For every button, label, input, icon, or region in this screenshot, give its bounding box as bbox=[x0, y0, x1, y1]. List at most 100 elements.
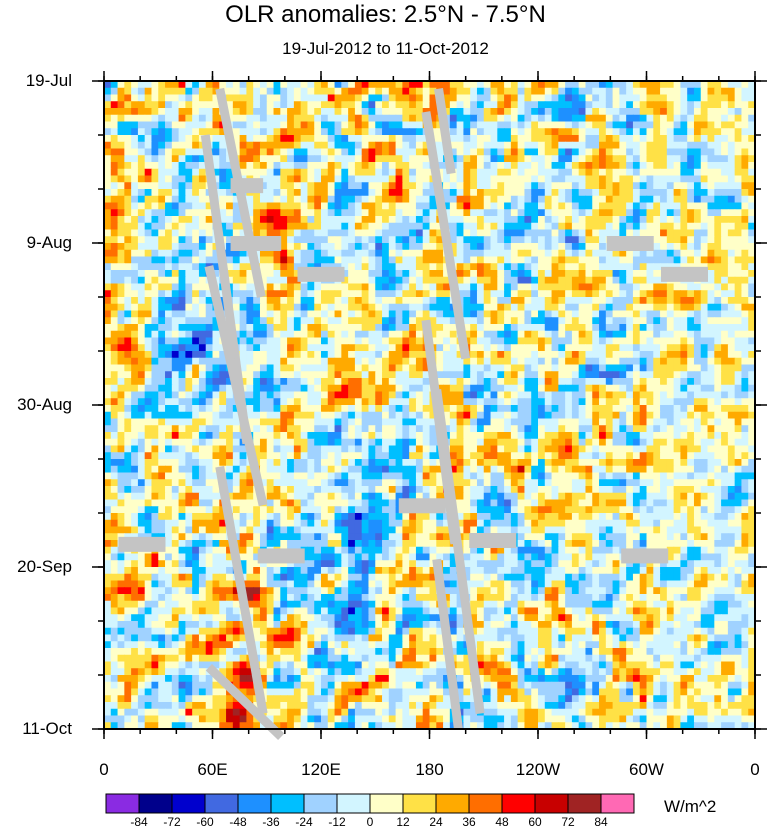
field-cell bbox=[592, 243, 600, 251]
field-cell bbox=[273, 398, 281, 406]
field-cell bbox=[666, 297, 675, 305]
field-cell bbox=[558, 135, 566, 143]
field-cell bbox=[612, 378, 620, 386]
field-cell bbox=[273, 94, 281, 102]
field-cell bbox=[354, 418, 363, 426]
field-cell bbox=[632, 256, 641, 264]
field-cell bbox=[409, 297, 417, 305]
field-cell bbox=[232, 290, 241, 298]
field-cell bbox=[280, 391, 288, 399]
field-cell bbox=[171, 168, 180, 177]
field-cell bbox=[124, 216, 132, 224]
field-cell bbox=[205, 337, 214, 345]
field-cell bbox=[395, 371, 403, 379]
field-cell bbox=[341, 148, 349, 156]
field-cell bbox=[246, 411, 254, 420]
field-cell bbox=[673, 330, 682, 339]
field-cell bbox=[673, 236, 682, 244]
field-cell bbox=[714, 236, 722, 244]
field-cell bbox=[341, 182, 349, 190]
field-cell bbox=[104, 256, 112, 264]
field-cell bbox=[354, 317, 363, 325]
field-cell bbox=[314, 337, 322, 345]
field-cell bbox=[544, 418, 553, 426]
field-cell bbox=[137, 182, 146, 190]
field-cell bbox=[158, 391, 166, 399]
field-cell bbox=[409, 249, 417, 258]
field-cell bbox=[253, 310, 261, 318]
field-cell bbox=[321, 236, 329, 244]
field-cell bbox=[212, 168, 220, 177]
field-cell bbox=[687, 297, 695, 305]
field-cell bbox=[619, 425, 627, 433]
field-cell bbox=[395, 290, 403, 298]
field-cell bbox=[626, 297, 634, 305]
field-cell bbox=[239, 330, 248, 339]
field-cell bbox=[456, 405, 465, 413]
field-cell bbox=[348, 425, 356, 433]
field-cell bbox=[293, 324, 302, 332]
field-cell bbox=[246, 317, 254, 325]
field-cell bbox=[354, 330, 363, 339]
field-cell bbox=[497, 87, 505, 96]
field-cell bbox=[409, 209, 417, 217]
field-cell bbox=[700, 290, 709, 298]
field-cell bbox=[327, 411, 336, 420]
field-cell bbox=[449, 337, 458, 345]
field-cell bbox=[544, 384, 553, 393]
field-cell bbox=[409, 290, 417, 298]
field-cell bbox=[626, 357, 634, 366]
field-cell bbox=[110, 189, 119, 197]
field-cell bbox=[395, 276, 403, 285]
field-cell bbox=[558, 243, 566, 251]
field-cell bbox=[660, 216, 668, 224]
field-cell bbox=[388, 357, 397, 366]
field-cell bbox=[693, 182, 702, 190]
field-cell bbox=[382, 236, 390, 244]
field-cell bbox=[415, 168, 424, 177]
field-cell bbox=[721, 337, 729, 345]
field-cell bbox=[632, 270, 641, 278]
field-cell bbox=[693, 256, 702, 264]
field-cell bbox=[632, 81, 641, 89]
field-cell bbox=[510, 391, 519, 399]
field-cell bbox=[592, 398, 600, 406]
field-cell bbox=[619, 290, 627, 298]
field-cell bbox=[680, 229, 688, 237]
field-cell bbox=[334, 351, 342, 359]
field-cell bbox=[321, 222, 329, 231]
field-cell bbox=[192, 270, 200, 278]
field-cell bbox=[639, 310, 648, 318]
field-cell bbox=[198, 344, 207, 352]
field-cell bbox=[409, 243, 417, 251]
field-cell bbox=[239, 128, 248, 136]
field-cell bbox=[721, 81, 729, 89]
field-cell bbox=[571, 195, 580, 204]
field-cell bbox=[395, 94, 403, 102]
field-cell bbox=[239, 324, 248, 332]
field-cell bbox=[361, 425, 370, 433]
field-cell bbox=[212, 114, 220, 123]
field-cell bbox=[687, 364, 695, 372]
field-cell bbox=[280, 148, 288, 156]
field-cell bbox=[395, 256, 403, 264]
field-cell bbox=[599, 243, 607, 251]
field-cell bbox=[443, 310, 451, 318]
field-cell bbox=[165, 168, 173, 177]
field-cell bbox=[110, 418, 119, 426]
field-cell bbox=[192, 229, 200, 237]
field-cell bbox=[151, 398, 159, 406]
field-cell bbox=[714, 108, 722, 116]
field-cell bbox=[524, 290, 532, 298]
field-cell bbox=[510, 94, 519, 102]
field-cell bbox=[178, 290, 186, 298]
field-cell bbox=[585, 87, 593, 96]
field-cell bbox=[104, 128, 112, 136]
field-cell bbox=[517, 162, 526, 170]
field-cell bbox=[721, 263, 729, 271]
field-cell bbox=[375, 189, 383, 197]
field-cell bbox=[409, 357, 417, 366]
field-cell bbox=[348, 418, 356, 426]
field-cell bbox=[463, 270, 471, 278]
field-cell bbox=[422, 229, 431, 237]
